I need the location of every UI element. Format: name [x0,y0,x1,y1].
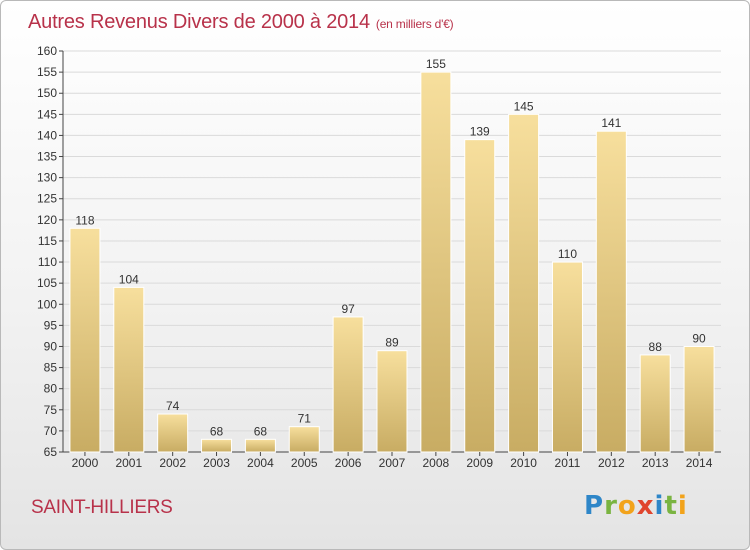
bar-2009 [464,139,496,453]
data-label-2011: 110 [558,247,577,261]
bar-2007 [376,350,408,453]
bar-2014 [683,345,715,453]
y-tick-label: 75 [44,403,58,417]
bar-2002 [157,413,189,453]
x-tick-label-2001: 2001 [115,456,142,470]
y-tick-label: 70 [44,424,58,438]
data-label-2009: 139 [470,125,490,139]
data-label-2006: 97 [341,302,355,316]
bar-2001 [113,286,145,453]
bar-2012 [595,130,627,453]
y-tick-label: 155 [37,65,57,79]
x-tick-label-2007: 2007 [379,456,406,470]
bar-2008 [420,71,452,453]
bar-2006 [332,316,364,453]
bar-2010 [508,113,540,453]
data-label-2000: 118 [75,213,94,227]
logo-letter: t [664,491,678,521]
x-tick-label-2005: 2005 [291,456,318,470]
data-label-2008: 155 [426,57,446,71]
logo-letter: i [677,491,688,521]
x-tick-label-2002: 2002 [159,456,186,470]
logo-letter: i [654,491,665,521]
title-unit: (en milliers d'€) [375,17,454,31]
y-tick-label: 100 [37,297,57,311]
proxiti-logo: Proxiti [584,491,688,521]
logo-letter: r [604,491,618,521]
y-tick-label: 105 [37,276,57,290]
y-tick-label: 125 [37,192,57,206]
y-tick-label: 80 [44,382,58,396]
logo-letter: x [636,491,655,521]
y-tick-label: 65 [44,445,58,459]
y-tick-label: 150 [37,86,57,100]
logo-letter: P [584,491,605,521]
x-tick-label-2000: 2000 [72,456,99,470]
bar-2005 [288,426,320,453]
bar-2003 [201,438,233,453]
data-label-2007: 89 [385,336,399,350]
x-tick-label-2014: 2014 [686,456,713,470]
x-tick-label-2006: 2006 [335,456,362,470]
data-label-2004: 68 [254,424,268,438]
bar-2011 [551,261,583,453]
x-tick-label-2003: 2003 [203,456,230,470]
y-tick-label: 130 [37,171,57,185]
chart-title: Autres Revenus Divers de 2000 à 2014 (en … [28,11,454,34]
x-tick-label-2008: 2008 [423,456,450,470]
y-tick-label: 90 [44,339,58,353]
logo-letter: o [617,491,637,521]
data-label-2002: 74 [166,399,180,413]
y-tick-label: 140 [37,128,57,142]
title-text: Autres Revenus Divers de 2000 à 2014 [28,11,370,33]
bar-2004 [244,438,276,453]
x-tick-label-2013: 2013 [642,456,669,470]
y-tick-label: 85 [44,361,58,375]
y-tick-label: 160 [37,44,57,58]
bar-2000 [69,227,101,453]
x-tick-label-2011: 2011 [555,456,581,470]
x-tick-label-2010: 2010 [510,456,537,470]
x-tick-label-2012: 2012 [598,456,625,470]
x-tick-label-2009: 2009 [466,456,493,470]
data-label-2003: 68 [210,424,224,438]
data-label-2012: 141 [601,116,621,130]
x-tick-label-2004: 2004 [247,456,274,470]
y-tick-label: 120 [37,213,57,227]
y-tick-label: 115 [38,234,57,248]
data-label-2014: 90 [692,331,706,345]
y-tick-label: 110 [38,255,57,269]
place-name: SAINT-HILLIERS [31,497,173,518]
data-label-2010: 145 [514,99,534,113]
data-label-2013: 88 [649,340,663,354]
y-tick-label: 145 [37,107,57,121]
data-label-2005: 71 [298,412,312,426]
data-label-2001: 104 [119,272,139,286]
bar-2013 [639,354,671,453]
y-tick-label: 135 [37,150,57,164]
y-tick-label: 95 [44,318,58,332]
